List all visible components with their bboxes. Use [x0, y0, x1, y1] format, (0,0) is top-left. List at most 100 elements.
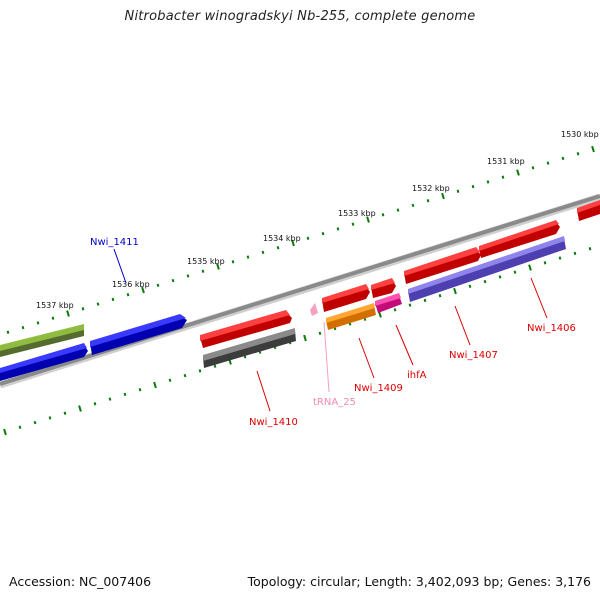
- leader-line-nwi-1406: [530, 277, 548, 319]
- lower-track-major-tick: [3, 428, 7, 436]
- lower-track-major-tick: [528, 264, 532, 271]
- leader-line-nwi-1407: [454, 305, 471, 346]
- leader-line-nwi-1409: [358, 337, 375, 379]
- lower-track-minor-tick: [108, 397, 112, 401]
- upper-track-minor-tick: [156, 283, 160, 287]
- gene-feature-nwi-1409[interactable]: [326, 303, 376, 330]
- gene-feature-nwi-1407-1406[interactable]: [408, 236, 566, 302]
- lower-track-major-tick: [378, 311, 382, 318]
- upper-track-major-tick: [516, 169, 520, 176]
- lower-track-minor-tick: [588, 247, 592, 251]
- lower-track-major-tick: [303, 334, 307, 342]
- lower-track-minor-tick: [423, 298, 427, 303]
- upper-track-minor-tick: [96, 302, 100, 306]
- upper-track-minor-tick: [396, 208, 400, 212]
- gene-feature-gray[interactable]: [203, 328, 296, 368]
- gene-label-nwi-1407[interactable]: Nwi_1407: [449, 350, 498, 361]
- upper-track-minor-tick: [426, 199, 430, 203]
- gene-feature-nwi-1411[interactable]: [90, 314, 187, 355]
- leader-line-trna-25: [323, 321, 330, 393]
- lower-track-major-tick: [78, 405, 82, 412]
- upper-track-major-tick: [291, 239, 295, 247]
- scale-label-1530: 1530 kbp: [561, 130, 599, 139]
- upper-track-minor-tick: [111, 297, 115, 302]
- upper-track-minor-tick: [246, 255, 250, 259]
- gene-feature-red-e[interactable]: [577, 200, 600, 221]
- lower-track-major-tick: [453, 287, 457, 295]
- scale-label-1532: 1532 kbp: [412, 184, 450, 193]
- gene-feature-nwi-1410[interactable]: [200, 310, 292, 348]
- genome-summary-text: Topology: circular; Length: 3,402,093 bp…: [247, 574, 591, 589]
- upper-track-minor-tick: [501, 175, 505, 179]
- gene-label-trna-25[interactable]: tRNA_25: [313, 397, 356, 408]
- lower-track-minor-tick: [213, 364, 217, 368]
- gene-label-ihfa[interactable]: ihfA: [407, 370, 427, 381]
- upper-track-major-tick: [141, 286, 145, 294]
- accession-text: Accession: NC_007406: [9, 574, 152, 589]
- upper-track-minor-tick: [231, 260, 235, 264]
- upper-track-minor-tick: [21, 325, 25, 330]
- gene-label-nwi-1406[interactable]: Nwi_1406: [527, 323, 576, 334]
- lower-track-minor-tick: [33, 420, 37, 425]
- gene-feature-olive[interactable]: [0, 324, 84, 357]
- upper-track-major-tick: [591, 145, 595, 153]
- leader-line-nwi-1411: [113, 248, 127, 284]
- gene-feature-blue-lower[interactable]: [0, 343, 88, 381]
- upper-track-minor-tick: [411, 203, 415, 208]
- upper-track-minor-tick: [171, 278, 175, 283]
- upper-track-minor-tick: [186, 274, 190, 278]
- gene-feature-red-c[interactable]: [404, 247, 481, 284]
- lower-track-minor-tick: [543, 261, 547, 265]
- lower-track-minor-tick: [513, 270, 517, 274]
- upper-track-minor-tick: [351, 222, 355, 226]
- upper-tick-track: [6, 145, 595, 334]
- lower-track-minor-tick: [63, 411, 67, 415]
- upper-track-minor-tick: [126, 293, 130, 297]
- lower-track-minor-tick: [483, 279, 487, 284]
- upper-track-minor-tick: [6, 330, 10, 334]
- upper-track-minor-tick: [561, 156, 565, 161]
- lower-track-minor-tick: [123, 392, 127, 397]
- lower-track-minor-tick: [468, 284, 472, 288]
- scale-label-1537: 1537 kbp: [36, 301, 74, 310]
- gene-label-nwi-1410[interactable]: Nwi_1410: [249, 417, 298, 428]
- leader-line-ihfa: [395, 324, 414, 366]
- gene-feature-red-a[interactable]: [322, 284, 370, 312]
- scale-label-1531: 1531 kbp: [487, 157, 525, 166]
- lower-tick-track: [3, 247, 592, 436]
- upper-track-minor-tick: [306, 236, 310, 240]
- upper-track-major-tick: [216, 263, 220, 270]
- lower-track-minor-tick: [138, 388, 142, 392]
- upper-track-minor-tick: [486, 180, 490, 184]
- lower-track-minor-tick: [183, 373, 187, 378]
- gene-label-nwi-1409[interactable]: Nwi_1409: [354, 383, 403, 394]
- gene-feature-red-b[interactable]: [371, 278, 396, 298]
- upper-track-major-tick: [441, 192, 445, 200]
- upper-track-minor-tick: [201, 269, 205, 273]
- leader-line-nwi-1410: [256, 370, 271, 412]
- gene-label-nwi-1411[interactable]: Nwi_1411: [90, 237, 139, 248]
- upper-track-minor-tick: [276, 246, 280, 250]
- upper-track-minor-tick: [261, 250, 265, 255]
- lower-track-minor-tick: [498, 275, 502, 279]
- trna-feature-trna-25[interactable]: [310, 303, 318, 316]
- gene-feature-red-d[interactable]: [479, 220, 560, 258]
- upper-track-major-tick: [66, 310, 70, 317]
- upper-track-major-tick: [366, 216, 370, 223]
- lower-track-minor-tick: [438, 294, 442, 298]
- upper-track-minor-tick: [576, 152, 580, 156]
- lower-track-minor-tick: [198, 369, 202, 373]
- gene-feature-ihfa[interactable]: [375, 293, 402, 313]
- lower-track-minor-tick: [18, 425, 22, 429]
- upper-track-minor-tick: [36, 321, 40, 325]
- lower-track-minor-tick: [558, 256, 562, 260]
- upper-track-minor-tick: [51, 316, 55, 320]
- upper-track-minor-tick: [381, 213, 385, 217]
- lower-track-minor-tick: [318, 331, 322, 335]
- upper-track-minor-tick: [81, 307, 85, 311]
- lower-track-minor-tick: [408, 303, 412, 307]
- lower-track-minor-tick: [48, 416, 52, 420]
- lower-track-minor-tick: [168, 378, 172, 382]
- scale-label-1536: 1536 kbp: [112, 280, 150, 289]
